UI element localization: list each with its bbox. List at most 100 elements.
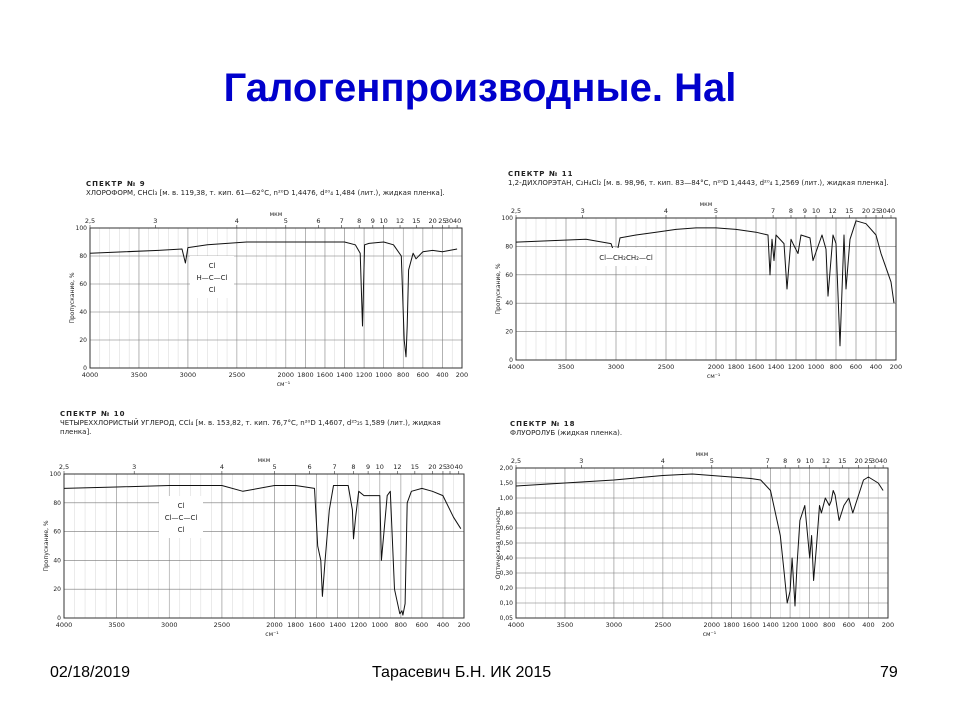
spectrum-trace	[63, 485, 462, 616]
plot-frame	[515, 467, 889, 619]
y-tick-label: 0,80	[500, 510, 514, 517]
x-tick-label: 3500	[558, 363, 575, 371]
x-tick-label: 600	[850, 363, 862, 371]
top-tick-label: 15	[412, 217, 420, 225]
y-tick-label: 100	[502, 215, 514, 222]
top-tick-label: 25	[864, 457, 872, 465]
x-tick-label: 3500	[557, 621, 574, 629]
x-tick-label: 1800	[297, 371, 314, 379]
top-tick-label: 3	[579, 457, 583, 465]
ir-spectrum-svg: 4000 3500 3000 2500 2000 1800 1600 1400 1200 1000…	[495, 201, 902, 380]
x-tick-label: 3500	[108, 621, 125, 629]
x-tick-label: 2500	[214, 621, 231, 629]
top-tick-label: 4	[220, 463, 224, 471]
top-tick-label: 2,5	[85, 217, 95, 225]
x-tick-label: 2000	[266, 621, 283, 629]
structure-formula-line: Cl	[209, 286, 216, 294]
y-tick-label: 0,40	[500, 555, 514, 562]
top-tick-label: 15	[845, 207, 853, 215]
top-tick-label: 30	[446, 463, 454, 471]
top-tick-label: 7	[340, 217, 344, 225]
spectrum-caption: СПЕКТР № 10	[60, 410, 126, 418]
spectrum-trace	[89, 241, 458, 358]
top-tick-label: 4	[235, 217, 239, 225]
x-tick-label: 2500	[229, 371, 246, 379]
top-tick-label: 25	[872, 207, 880, 215]
plot-frame	[63, 473, 465, 619]
top-tick-label: 25	[438, 217, 446, 225]
top-tick-label: 20	[854, 457, 862, 465]
top-tick-label: 15	[411, 463, 419, 471]
top-tick-label: 7	[771, 207, 775, 215]
footer-date: 02/18/2019	[50, 664, 131, 681]
x-tick-label: 1400	[768, 363, 785, 371]
x-axis-label: см⁻¹	[703, 631, 717, 638]
x-tick-label: 800	[823, 621, 835, 629]
x-tick-label: 1600	[748, 363, 765, 371]
x-tick-label: 1000	[372, 621, 389, 629]
structure-backdrop	[159, 496, 203, 538]
top-tick-label: 6	[308, 463, 312, 471]
top-axis-label: мкм	[258, 457, 271, 464]
y-tick-label: 0,30	[500, 570, 514, 577]
y-tick-label: 20	[53, 586, 61, 593]
x-tick-label: 200	[890, 363, 902, 371]
x-tick-label: 1400	[336, 371, 353, 379]
top-tick-label: 10	[806, 457, 814, 465]
x-tick-label: 1800	[728, 363, 745, 371]
y-tick-label: 20	[505, 329, 513, 336]
x-tick-label: 1600	[317, 371, 334, 379]
footer-page-number: 79	[880, 664, 898, 681]
top-tick-label: 9	[366, 463, 370, 471]
x-tick-label: 3500	[131, 371, 148, 379]
y-tick-label: 20	[79, 337, 87, 344]
x-tick-label: 1400	[329, 621, 346, 629]
x-tick-label: 1000	[375, 371, 392, 379]
x-axis-label: см⁻¹	[265, 631, 279, 638]
spectrum-compound-line2: пленка].	[60, 428, 92, 436]
x-tick-label: 3000	[606, 621, 623, 629]
top-tick-label: 8	[351, 463, 355, 471]
structure-backdrop	[190, 256, 234, 298]
top-tick-label: 3	[132, 463, 136, 471]
top-tick-label: 5	[710, 457, 714, 465]
slide-title: Галогенпроизводные. Hal	[223, 66, 737, 110]
top-tick-label: 25	[439, 463, 447, 471]
x-axis-label: см⁻¹	[277, 381, 291, 388]
y-tick-label: 1,50	[500, 480, 514, 487]
structure-backdrop	[604, 248, 648, 266]
x-tick-label: 4000	[508, 621, 525, 629]
spectrum-trace	[515, 220, 895, 347]
top-tick-label: 40	[453, 217, 461, 225]
x-axis-label: см⁻¹	[707, 373, 721, 380]
structure-formula-line: H—C—Cl	[197, 274, 228, 282]
x-tick-label: 2000	[278, 371, 295, 379]
top-tick-label: 3	[581, 207, 585, 215]
x-tick-label: 600	[843, 621, 855, 629]
y-axis-label: Пропускание, %	[495, 263, 502, 314]
structure-formula-line: Cl	[178, 502, 185, 510]
x-tick-label: 600	[416, 621, 428, 629]
x-tick-label: 400	[437, 621, 449, 629]
top-tick-label: 4	[661, 457, 665, 465]
top-tick-label: 3	[153, 217, 157, 225]
y-tick-label: 2,00	[500, 465, 514, 472]
top-tick-label: 9	[797, 457, 801, 465]
structure-formula-line: Cl—C—Cl	[165, 514, 198, 522]
top-tick-label: 9	[371, 217, 375, 225]
top-tick-label: 7	[766, 457, 770, 465]
y-tick-label: 100	[50, 471, 62, 478]
top-tick-label: 20	[428, 463, 436, 471]
top-tick-label: 8	[789, 207, 793, 215]
spectrum-panel-chloroform: 4000 3500 3000 2500 2000 1800 1600 1400 1200 1000…	[62, 178, 472, 398]
top-tick-label: 10	[380, 217, 388, 225]
y-tick-label: 0	[509, 357, 513, 364]
x-tick-label: 800	[395, 621, 407, 629]
y-axis-label: Оптическая плотность	[495, 506, 502, 579]
top-tick-label: 2,5	[59, 463, 69, 471]
top-tick-label: 40	[879, 457, 887, 465]
y-tick-label: 40	[53, 557, 61, 564]
x-tick-label: 1000	[808, 363, 825, 371]
top-tick-label: 6	[316, 217, 320, 225]
top-tick-label: 8	[357, 217, 361, 225]
